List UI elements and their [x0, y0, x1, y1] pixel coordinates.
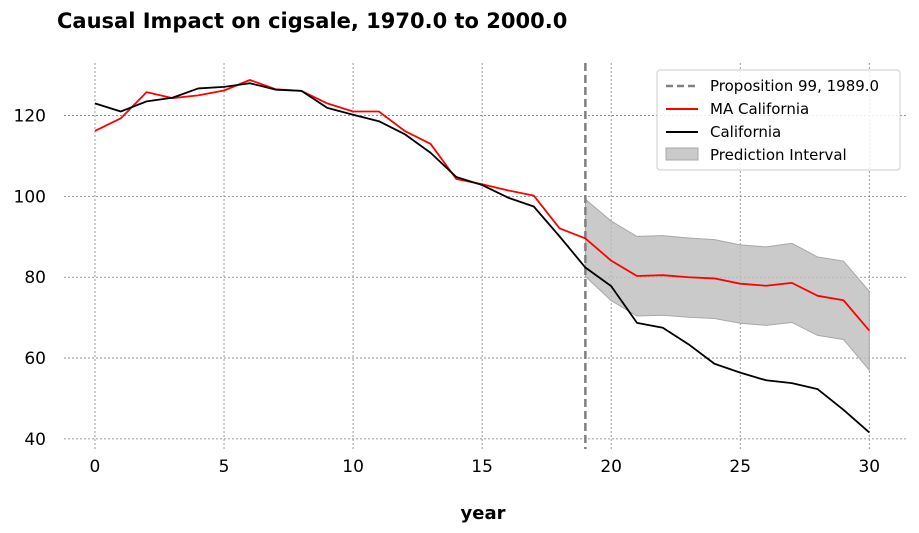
series-line-california: [94, 82, 870, 434]
legend-ma-california-label: MA California: [710, 100, 809, 118]
series-lines: [94, 79, 870, 434]
y-axis-ticks: 40 60 80 100 120: [14, 107, 46, 450]
prediction-interval-area: [584, 198, 870, 372]
y-tick-label: 60: [24, 349, 46, 369]
legend-intervention-label: Proposition 99, 1989.0: [710, 77, 879, 95]
x-tick-label: 5: [219, 457, 230, 477]
legend: Proposition 99, 1989.0 MA California Cal…: [656, 69, 901, 171]
x-tick-label: 0: [90, 457, 101, 477]
y-tick-label: 80: [24, 268, 46, 288]
x-tick-label: 15: [471, 457, 493, 477]
x-tick-label: 10: [342, 457, 364, 477]
x-tick-label: 20: [600, 457, 622, 477]
legend-california-label: California: [710, 123, 781, 141]
chart-title: Causal Impact on cigsale, 1970.0 to 2000…: [57, 9, 567, 33]
x-tick-label: 30: [858, 457, 880, 477]
legend-box: [656, 69, 901, 171]
legend-interval-swatch: [665, 147, 699, 161]
x-axis-label: year: [461, 503, 506, 524]
prediction-interval-band: [584, 198, 870, 372]
y-tick-label: 120: [14, 107, 46, 127]
y-tick-label: 100: [14, 187, 46, 207]
x-tick-label: 25: [729, 457, 751, 477]
y-tick-label: 40: [24, 430, 46, 450]
x-axis-ticks: 0 5 10 15 20 25 30: [90, 457, 881, 477]
legend-interval-label: Prediction Interval: [710, 146, 847, 164]
